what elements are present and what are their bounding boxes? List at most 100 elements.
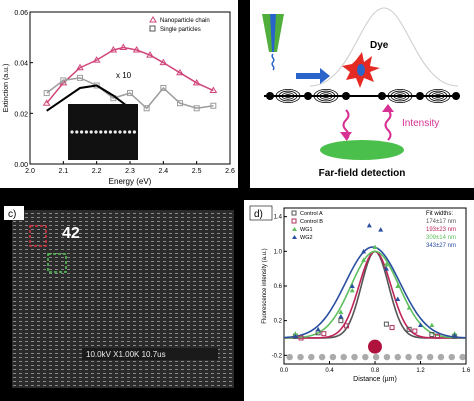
data-point [383, 261, 389, 267]
green-highlight-box [47, 253, 67, 273]
emission-wave-right [384, 109, 392, 141]
nanoparticle-ring [313, 89, 339, 104]
baseline-particle [318, 353, 326, 361]
data-point [452, 332, 458, 338]
data-point [389, 325, 395, 331]
nanoparticle-ring [275, 89, 301, 104]
square-point [127, 90, 133, 97]
x-tick-label: 1.2 [416, 368, 425, 374]
data-point [338, 309, 344, 314]
dye-label: Dye [370, 40, 389, 51]
y-tick-label: 1.4 [274, 215, 283, 221]
nanoparticle-dot [342, 92, 350, 100]
triangle-point [192, 78, 201, 86]
nanoparticle-ring [316, 90, 336, 102]
triangle-point [92, 56, 101, 63]
gaussian-fit-curve [283, 250, 467, 339]
baseline-particle [416, 353, 423, 361]
baseline-particle [426, 353, 434, 361]
panel-c-sem-image: c) 42 10.0kV X1.00K 10.7us [0, 200, 244, 401]
inset-particle [132, 130, 136, 134]
x-tick-label: 0.8 [371, 368, 380, 374]
data-point [383, 321, 389, 327]
data-point [292, 331, 298, 336]
data-point [361, 248, 367, 254]
nanoparticle-ring [434, 93, 442, 99]
x-tick-label: 0.4 [325, 368, 334, 374]
fit-width-value: 343±27 nm [426, 243, 456, 249]
triangle-point [109, 46, 118, 53]
data-point [383, 266, 389, 271]
data-point [338, 318, 344, 324]
inset-particle [113, 130, 117, 134]
panel-d-label: d) [254, 209, 263, 220]
nanoparticle-ring [390, 90, 410, 102]
data-point [429, 322, 435, 327]
inset-particle [123, 130, 127, 134]
inset-particle [89, 130, 93, 134]
emission-arrow-left [340, 132, 352, 140]
nanoparticle-ring [319, 92, 333, 100]
square-point [177, 100, 183, 107]
y-tick-label: 0.6 [274, 284, 283, 290]
sem-info-text: 10.0kV X1.00K 10.7us [86, 350, 166, 359]
inset-particle [104, 130, 108, 134]
inset-particle [75, 130, 79, 134]
data-point [349, 287, 355, 293]
x-tick-label: 1.6 [462, 368, 471, 374]
data-point [298, 335, 304, 341]
scale-annotation: x 10 [116, 71, 132, 80]
sem-inset [68, 104, 138, 160]
baseline-particle [448, 353, 455, 361]
fluorescence-chart-svg: d) 0.0 0.4 0.8 1.2 1.6 -0.2 0.2 0.6 1.0 1.4 Contr… [249, 205, 471, 383]
data-point [406, 305, 412, 310]
data-point [412, 328, 418, 334]
triangle-point [119, 43, 128, 50]
triangle-point [42, 99, 51, 106]
legend-label: WG1 [300, 227, 313, 233]
panel-c-label-box [4, 206, 24, 220]
inset-particle [128, 130, 132, 134]
x-tick-label: 2.6 [225, 168, 235, 175]
baseline-particle [351, 353, 358, 361]
baseline-particle [459, 353, 466, 361]
probe-tip [262, 14, 284, 71]
extinction-chart-svg: 2.0 2.1 2.2 2.3 2.4 2.5 2.6 0.00 0.02 0.04 0.06 Na… [3, 10, 235, 186]
square-point [160, 85, 167, 91]
nanoparticle-dot [378, 92, 386, 100]
data-point [321, 331, 327, 337]
legend-square-icon [291, 218, 297, 224]
baseline-particle [383, 353, 391, 361]
fit-curve [46, 84, 131, 112]
baseline-particle [329, 353, 337, 361]
nanoparticle-dot [452, 92, 460, 100]
triangle-point [176, 68, 184, 76]
data-point [372, 244, 378, 249]
square-point [43, 90, 50, 97]
panel-a-extinction-chart: 2.0 2.1 2.2 2.3 2.4 2.5 2.6 0.00 0.02 0.04 0.06 Na… [0, 0, 238, 188]
x-tick-label: 2.3 [125, 168, 135, 175]
y-tick-label: 0.04 [14, 61, 28, 68]
baseline-particle [362, 353, 369, 361]
triangle-point [76, 63, 84, 71]
nanoparticle-dot [304, 92, 312, 100]
triangle-point [209, 86, 218, 94]
dye-position-marker [368, 339, 382, 354]
y-tick-label: 1.0 [274, 249, 283, 255]
nanoparticle-ring [387, 89, 413, 104]
triangle-point [146, 51, 154, 58]
inset-particle [108, 130, 112, 134]
sem-image-svg: c) 42 10.0kV X1.00K 10.7us [4, 206, 234, 388]
panel-d-label-box [249, 205, 273, 221]
square-point [210, 102, 217, 109]
data-point [292, 333, 298, 339]
inset-particle [80, 130, 84, 134]
data-point [406, 326, 412, 332]
baseline-particle [308, 353, 315, 361]
y-tick-label: 0.2 [274, 319, 283, 325]
panel-d-fluorescence-chart: d) 0.0 0.4 0.8 1.2 1.6 -0.2 0.2 0.6 1.0 1.4 Contr… [244, 200, 474, 401]
legend-label: Control A [300, 211, 323, 217]
y-tick-label: 0.06 [14, 10, 28, 17]
legend-label: Control B [300, 219, 323, 225]
legend-triangle-icon [149, 16, 157, 23]
